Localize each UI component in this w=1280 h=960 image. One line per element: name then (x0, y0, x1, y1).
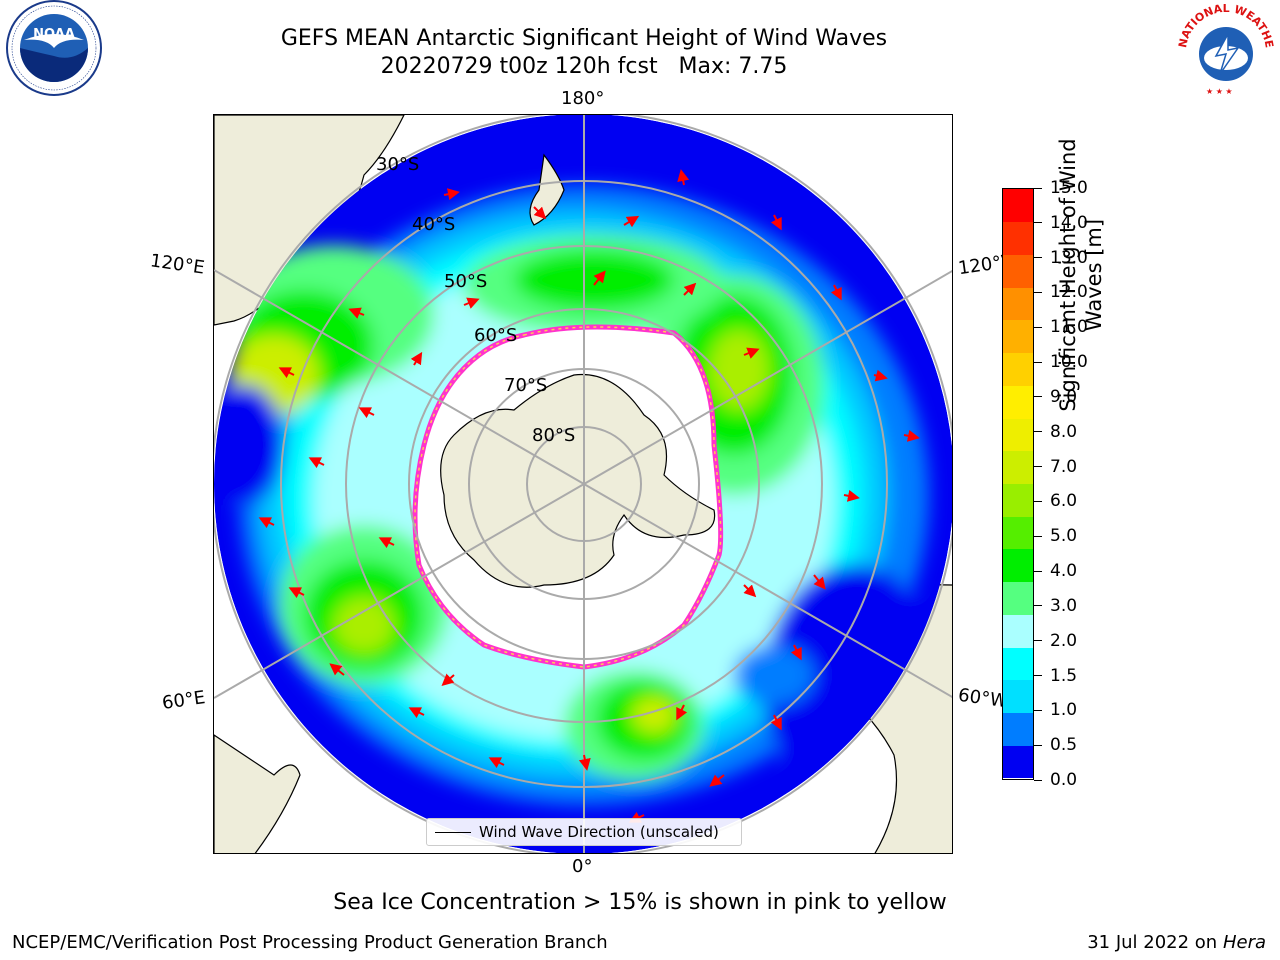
legend-line-swatch (435, 831, 471, 833)
colorbar-segment (1003, 319, 1033, 354)
colorbar-tick-label: 0.5 (1034, 735, 1094, 755)
colorbar-segment (1003, 254, 1033, 288)
colorbar-segment (1003, 679, 1033, 714)
colorbar-segment (1003, 189, 1033, 223)
colorbar-segment (1003, 221, 1033, 255)
colorbar-segment (1003, 745, 1033, 779)
colorbar-segment (1003, 614, 1033, 648)
colorbar-tick-label: 9.0 (1034, 387, 1094, 407)
colorbar-tick-label: 10.0 (1034, 352, 1094, 372)
sea-ice-note: Sea Ice Concentration > 15% is shown in … (333, 890, 947, 915)
lat-label-40s: 40°S (412, 214, 455, 235)
chart-title: GEFS MEAN Antarctic Significant Height o… (280, 26, 888, 51)
lat-label-60s: 60°S (474, 325, 517, 346)
colorbar-segment (1003, 647, 1033, 681)
map-panel: 30°S 40°S 50°S 60°S 70°S 80°S (213, 114, 953, 854)
colorbar-tick-label: 11.0 (1034, 317, 1094, 337)
lon-label-180: 180° (561, 88, 605, 109)
lat-label-30s: 30°S (376, 154, 419, 175)
lon-label-60e: 60°E (160, 687, 207, 714)
lon-label-120e: 120°E (148, 250, 206, 279)
colorbar (1002, 188, 1034, 780)
lat-label-80s: 80°S (532, 425, 575, 446)
colorbar-segment (1003, 581, 1033, 615)
colorbar-segment (1003, 516, 1033, 550)
colorbar-segment (1003, 548, 1033, 583)
footer-host: Hera (1222, 932, 1266, 953)
svg-text:NOAA: NOAA (33, 27, 75, 42)
colorbar-tick-label: 6.0 (1034, 491, 1094, 511)
colorbar-tick-label: 3.0 (1034, 596, 1094, 616)
colorbar-tick-label: 14.0 (1034, 213, 1094, 233)
footer-credit: NCEP/EMC/Verification Post Processing Pr… (12, 932, 608, 953)
colorbar-tick-label: 5.0 (1034, 526, 1094, 546)
colorbar-tick-label: 0.0 (1034, 770, 1094, 790)
polar-map: 30°S 40°S 50°S 60°S 70°S 80°S (214, 115, 952, 853)
colorbar-segment (1003, 712, 1033, 746)
nws-logo: NATIONAL WEATHER SERVICE ★ ★ ★ (1172, 0, 1276, 100)
lat-label-50s: 50°S (444, 271, 487, 292)
footer-date: 31 Jul 2022 on Hera (1087, 932, 1266, 953)
chart-subtitle: 20220729 t00z 120h fcst Max: 7.75 (380, 54, 788, 79)
colorbar-tick-label: 15.0 (1034, 178, 1094, 198)
colorbar-tick-label: 13.0 (1034, 248, 1094, 268)
colorbar-ticks: 15.0 14.0 13.0 12.0 11.0 10.0 9.0 8.0 7.0 6.0 5.0 4… (1034, 178, 1094, 790)
colorbar-segment (1003, 352, 1033, 386)
svg-text:★ ★ ★: ★ ★ ★ (1206, 87, 1233, 96)
colorbar-tick-label: 1.5 (1034, 666, 1094, 686)
colorbar-segment (1003, 287, 1033, 321)
map-legend: Wind Wave Direction (unscaled) (426, 818, 742, 846)
colorbar-tick-label: 12.0 (1034, 282, 1094, 302)
legend-label: Wind Wave Direction (unscaled) (479, 823, 719, 841)
colorbar-tick-label: 4.0 (1034, 561, 1094, 581)
colorbar-tick-label: 7.0 (1034, 457, 1094, 477)
colorbar-tick-label: 1.0 (1034, 700, 1094, 720)
colorbar-tick-label: 8.0 (1034, 422, 1094, 442)
lon-label-0: 0° (572, 856, 593, 877)
colorbar-segment (1003, 483, 1033, 517)
colorbar-label: Significant Height of Wind Waves [m] (1056, 138, 1106, 412)
graticule (214, 115, 952, 853)
colorbar-segment (1003, 385, 1033, 419)
noaa-logo: NOAA (2, 0, 106, 100)
colorbar-segment (1003, 450, 1033, 484)
lat-label-70s: 70°S (504, 375, 547, 396)
colorbar-segment (1003, 418, 1033, 452)
colorbar-tick-label: 2.0 (1034, 631, 1094, 651)
